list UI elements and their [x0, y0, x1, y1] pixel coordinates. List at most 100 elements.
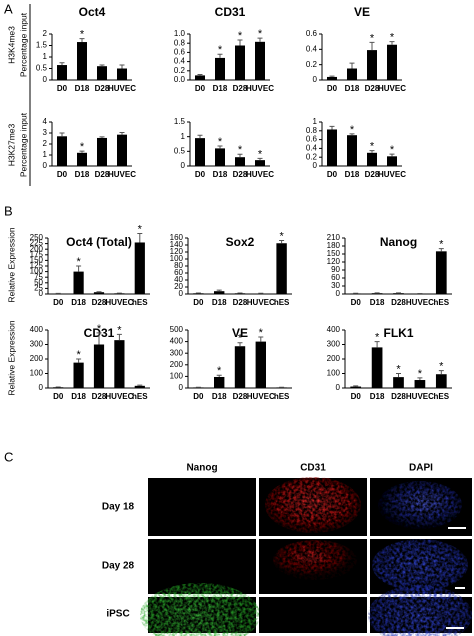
x-tick-label: D18: [75, 84, 90, 93]
stain: [140, 583, 260, 636]
bar: [193, 293, 204, 294]
y-tick-label: 90: [331, 265, 340, 274]
chart-title: Sox2: [226, 235, 255, 249]
x-tick-label: hES: [132, 298, 148, 307]
bar: [435, 374, 447, 388]
chart-title: FLK1: [384, 326, 414, 340]
error-bar: [79, 150, 85, 153]
x-tick-label: HUVEC: [247, 298, 275, 307]
y-tick-label: 150: [30, 256, 44, 265]
error-bar: [258, 336, 264, 342]
bar: [367, 152, 377, 166]
stain: [378, 481, 462, 529]
y-tick-label: 0: [313, 161, 318, 170]
error-bar: [119, 131, 125, 135]
bar: [134, 385, 145, 388]
y-tick-label: 120: [170, 247, 184, 256]
x-tick-label: D18: [213, 84, 228, 93]
x-tick-label: D0: [327, 170, 338, 179]
error-bar: [237, 153, 243, 158]
significance: *: [375, 332, 380, 344]
y-tick-label: 2: [43, 29, 48, 38]
bar: [276, 243, 287, 294]
bar: [117, 68, 127, 80]
significance: *: [279, 230, 284, 242]
y-tick-label: 4: [43, 117, 48, 126]
y-tick-label: 60: [174, 268, 183, 277]
error-bar: [59, 132, 65, 137]
x-tick-label: D18: [370, 392, 385, 401]
error-bar: [237, 342, 243, 347]
y-tick-label: 100: [327, 369, 341, 378]
bar: [215, 57, 225, 80]
error-bar: [389, 41, 395, 45]
bar: [235, 157, 245, 166]
y-tick-label: 200: [327, 354, 341, 363]
significance: *: [217, 365, 222, 377]
error-bar: [99, 136, 105, 138]
y-tick-label: 0: [313, 75, 318, 84]
x-tick-label: D0: [351, 392, 362, 401]
micrograph: [148, 478, 256, 536]
bar: [276, 387, 287, 388]
error-bar: [374, 341, 380, 348]
bar: [414, 380, 426, 388]
y-tick-label: 0.8: [174, 38, 186, 47]
bar: [327, 129, 337, 166]
x-tick-label: D18: [212, 392, 227, 401]
row-label: iPSC: [106, 609, 129, 620]
bar: [134, 242, 145, 294]
error-bar: [396, 373, 401, 378]
bar: [371, 293, 383, 294]
x-tick-label: D28: [391, 298, 406, 307]
y-tick-label: 500: [170, 325, 184, 334]
x-tick-label: D28: [92, 392, 107, 401]
bar: [435, 251, 447, 294]
error-bar: [257, 37, 263, 42]
significance: *: [370, 32, 375, 44]
x-tick-label: D18: [213, 170, 228, 179]
y-tick-label: 1.5: [36, 41, 48, 50]
error-bar: [137, 233, 143, 243]
significance: *: [97, 323, 102, 335]
error-bar: [99, 64, 105, 67]
y-tick-label: 400: [170, 337, 184, 346]
x-tick-label: HUVEC: [108, 170, 136, 179]
y-tick-label: 0.2: [174, 66, 186, 75]
x-tick-label: HUVEC: [406, 298, 434, 307]
error-bar: [217, 145, 223, 149]
error-bar: [119, 64, 125, 69]
y-tick-label: 100: [30, 267, 44, 276]
x-tick-label: HUVEC: [378, 84, 406, 93]
bar: [114, 293, 125, 294]
y-tick-label: 0.2: [306, 60, 318, 69]
stain: [273, 540, 357, 580]
bar: [393, 293, 404, 294]
significance: *: [76, 349, 81, 361]
x-tick-label: D28: [95, 84, 110, 93]
significance: *: [117, 324, 122, 336]
panel-label: A: [4, 1, 13, 16]
chart-title: Oct4: [79, 5, 106, 19]
x-tick-label: D28: [365, 170, 380, 179]
bar: [255, 341, 266, 388]
y-tick-label: 175: [30, 250, 44, 259]
bar: [193, 387, 204, 388]
x-tick-label: D0: [53, 392, 64, 401]
bar: [77, 152, 87, 166]
bar: [195, 75, 205, 80]
y-tick-label: 300: [327, 340, 341, 349]
x-tick-label: D18: [75, 170, 90, 179]
x-tick-label: D28: [391, 392, 406, 401]
x-tick-label: D18: [345, 170, 360, 179]
y-tick-label: 0.6: [306, 135, 318, 144]
bar: [327, 76, 337, 80]
error-bar: [79, 38, 85, 43]
y-tick-label: 300: [170, 348, 184, 357]
y-tick-label: 60: [331, 273, 340, 282]
bar: [234, 293, 246, 294]
bar: [53, 387, 64, 388]
error-bar: [329, 125, 335, 130]
y-tick-label: 0: [43, 161, 48, 170]
x-tick-label: D18: [345, 84, 360, 93]
